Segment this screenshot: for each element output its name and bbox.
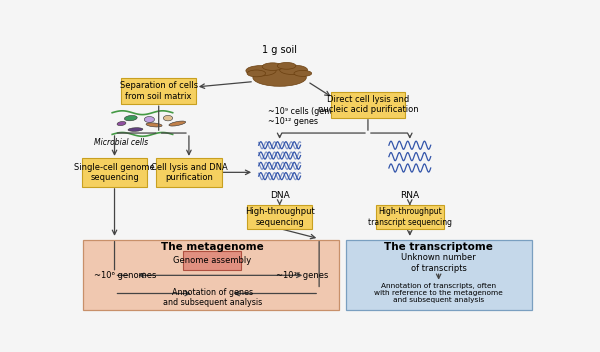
Text: Cell lysis and DNA
purification: Cell lysis and DNA purification — [151, 163, 227, 182]
Ellipse shape — [163, 115, 173, 121]
Ellipse shape — [262, 63, 283, 70]
FancyBboxPatch shape — [156, 158, 222, 187]
Text: Single-cell genome
sequencing: Single-cell genome sequencing — [74, 163, 155, 182]
Text: Separation of cells
from soil matrix: Separation of cells from soil matrix — [119, 81, 198, 101]
Text: RNA: RNA — [400, 191, 419, 200]
FancyBboxPatch shape — [331, 92, 406, 118]
Text: High-throughput
transcript sequencing: High-throughput transcript sequencing — [368, 207, 452, 227]
FancyBboxPatch shape — [121, 78, 196, 104]
Text: ~10⁹ cells (genomes)
~10¹² genes: ~10⁹ cells (genomes) ~10¹² genes — [268, 107, 355, 126]
FancyBboxPatch shape — [247, 205, 313, 230]
Text: Annotation of transcripts, often
with reference to the metagenome
and subsequent: Annotation of transcripts, often with re… — [374, 283, 503, 303]
FancyBboxPatch shape — [183, 251, 241, 270]
Ellipse shape — [117, 121, 126, 126]
Ellipse shape — [128, 128, 143, 131]
Ellipse shape — [280, 65, 307, 75]
Ellipse shape — [146, 123, 162, 127]
Text: Microbial cells: Microbial cells — [94, 138, 148, 147]
Text: DNA: DNA — [270, 191, 289, 200]
Text: Genome assembly: Genome assembly — [173, 256, 251, 265]
Text: Direct cell lysis and
nucleic acid purification: Direct cell lysis and nucleic acid purif… — [317, 95, 418, 114]
Text: The metagenome: The metagenome — [161, 242, 263, 252]
Text: The transcriptome: The transcriptome — [384, 242, 493, 252]
FancyBboxPatch shape — [376, 205, 444, 230]
Text: Unknown number
of transcripts: Unknown number of transcripts — [401, 253, 476, 273]
Ellipse shape — [247, 70, 266, 77]
Ellipse shape — [277, 62, 296, 69]
Text: High-throughput
sequencing: High-throughput sequencing — [245, 207, 314, 227]
Ellipse shape — [294, 70, 311, 76]
Ellipse shape — [124, 115, 137, 121]
Text: ~10⁶ genomes: ~10⁶ genomes — [94, 271, 156, 280]
Ellipse shape — [144, 117, 155, 122]
Text: Annotation of genes
and subsequent analysis: Annotation of genes and subsequent analy… — [163, 288, 262, 307]
Text: 1 g soil: 1 g soil — [262, 45, 297, 55]
Ellipse shape — [169, 121, 185, 126]
Text: ~10¹² genes: ~10¹² genes — [276, 271, 328, 280]
FancyBboxPatch shape — [346, 240, 532, 310]
FancyBboxPatch shape — [82, 158, 148, 187]
Ellipse shape — [246, 65, 276, 76]
FancyBboxPatch shape — [83, 240, 338, 310]
Ellipse shape — [253, 69, 307, 86]
